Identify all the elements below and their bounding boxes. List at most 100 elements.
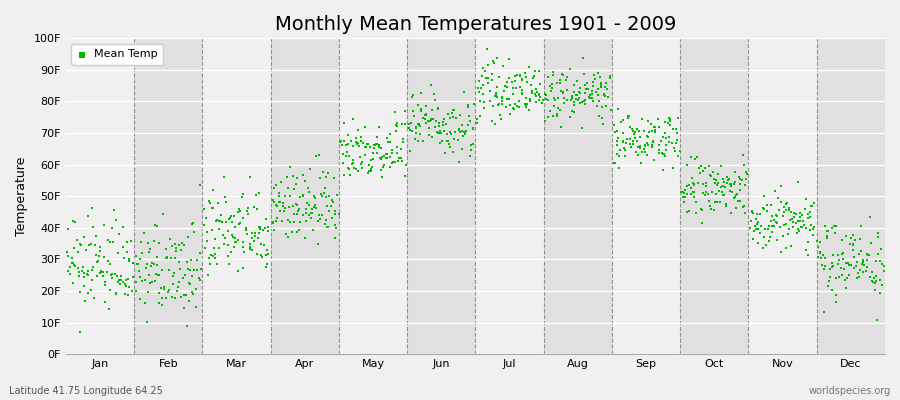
Mean Temp	[327, 175, 341, 181]
Mean Temp	[448, 115, 463, 122]
Mean Temp	[723, 188, 737, 194]
Mean Temp	[630, 138, 644, 144]
Mean Temp	[447, 107, 462, 113]
Mean Temp	[205, 227, 220, 233]
Mean Temp	[372, 144, 386, 150]
Mean Temp	[86, 295, 101, 301]
Mean Temp	[279, 174, 293, 180]
Mean Temp	[710, 182, 724, 188]
Mean Temp	[752, 230, 767, 236]
Mean Temp	[396, 139, 410, 145]
Mean Temp	[150, 262, 165, 268]
Mean Temp	[437, 116, 452, 122]
Mean Temp	[270, 203, 284, 209]
Y-axis label: Temperature: Temperature	[15, 156, 28, 236]
Mean Temp	[356, 159, 370, 165]
Mean Temp	[764, 223, 778, 230]
Mean Temp	[409, 124, 423, 130]
Mean Temp	[203, 261, 218, 267]
Mean Temp	[529, 99, 544, 106]
Mean Temp	[570, 78, 584, 84]
Mean Temp	[597, 92, 611, 98]
Mean Temp	[336, 150, 350, 157]
Mean Temp	[770, 213, 785, 220]
Mean Temp	[652, 123, 666, 130]
Mean Temp	[370, 150, 384, 156]
Mean Temp	[729, 205, 743, 211]
Mean Temp	[541, 97, 555, 104]
Mean Temp	[703, 202, 717, 209]
Mean Temp	[745, 208, 760, 214]
Mean Temp	[745, 236, 760, 242]
Mean Temp	[283, 204, 297, 210]
Mean Temp	[167, 255, 182, 261]
Mean Temp	[760, 202, 774, 208]
Mean Temp	[554, 87, 568, 94]
Mean Temp	[440, 111, 454, 118]
Mean Temp	[464, 142, 479, 149]
Mean Temp	[842, 262, 856, 268]
Mean Temp	[494, 116, 508, 122]
Mean Temp	[290, 202, 304, 208]
Mean Temp	[560, 87, 574, 93]
Mean Temp	[391, 144, 405, 150]
Mean Temp	[847, 264, 861, 271]
Mean Temp	[135, 277, 149, 284]
Mean Temp	[411, 138, 426, 144]
Mean Temp	[98, 279, 112, 285]
Mean Temp	[797, 222, 812, 228]
Mean Temp	[683, 185, 698, 191]
Mean Temp	[698, 180, 713, 186]
Mean Temp	[707, 198, 722, 205]
Mean Temp	[512, 98, 526, 104]
Mean Temp	[836, 250, 850, 256]
Mean Temp	[256, 226, 271, 233]
Mean Temp	[255, 240, 269, 247]
Mean Temp	[813, 238, 827, 245]
Mean Temp	[154, 285, 168, 291]
Mean Temp	[821, 228, 835, 234]
Mean Temp	[509, 72, 524, 78]
Mean Temp	[852, 267, 867, 274]
Mean Temp	[423, 115, 437, 122]
Mean Temp	[575, 55, 590, 61]
Mean Temp	[193, 182, 207, 188]
Mean Temp	[477, 98, 491, 105]
Mean Temp	[728, 169, 742, 176]
Mean Temp	[293, 218, 308, 225]
Mean Temp	[353, 153, 367, 160]
Mean Temp	[336, 160, 350, 166]
Mean Temp	[787, 210, 801, 216]
Mean Temp	[358, 124, 373, 130]
Mean Temp	[719, 201, 733, 207]
Mean Temp	[768, 223, 782, 229]
Mean Temp	[115, 279, 130, 286]
Mean Temp	[73, 328, 87, 335]
Mean Temp	[326, 199, 340, 205]
Mean Temp	[335, 142, 349, 148]
Mean Temp	[578, 96, 592, 103]
Mean Temp	[210, 217, 224, 223]
Mean Temp	[777, 204, 791, 210]
Mean Temp	[160, 254, 175, 260]
Mean Temp	[245, 230, 259, 237]
Mean Temp	[398, 172, 412, 179]
Mean Temp	[652, 142, 666, 149]
Mean Temp	[356, 164, 370, 171]
Mean Temp	[857, 262, 871, 268]
Mean Temp	[803, 214, 817, 220]
Mean Temp	[519, 104, 534, 110]
Mean Temp	[676, 194, 690, 201]
Mean Temp	[709, 190, 724, 197]
Mean Temp	[586, 82, 600, 89]
Mean Temp	[701, 191, 716, 197]
Mean Temp	[239, 227, 254, 233]
Mean Temp	[442, 140, 456, 147]
Mean Temp	[81, 290, 95, 296]
Mean Temp	[866, 279, 880, 285]
Mean Temp	[204, 205, 219, 211]
Mean Temp	[829, 298, 843, 305]
Mean Temp	[411, 121, 426, 128]
Mean Temp	[422, 125, 436, 132]
Mean Temp	[436, 122, 451, 128]
